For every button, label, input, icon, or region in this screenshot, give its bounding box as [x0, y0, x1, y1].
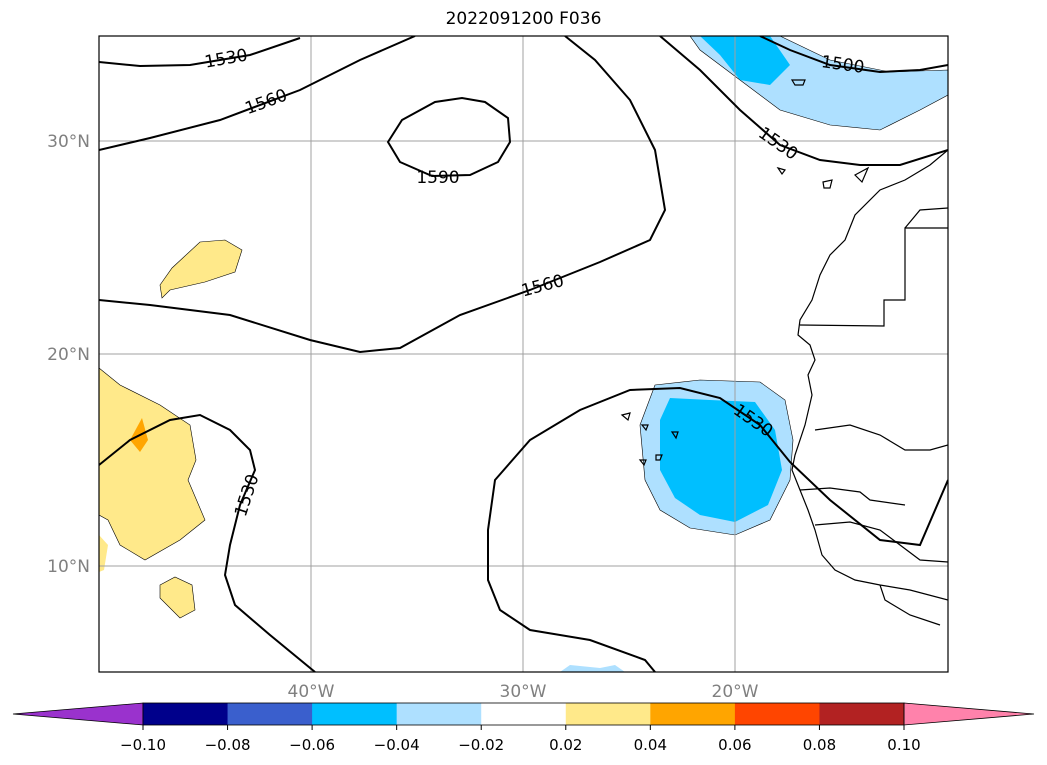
contour-label-1560-nw: 1560: [243, 86, 290, 120]
colorbar-segment: [734, 703, 820, 725]
border-senegal: [799, 487, 906, 506]
shade-yellow-north: [159, 239, 243, 299]
shade-yellow-west-edge: [99, 535, 108, 572]
lat-label-10n: 10°N: [47, 557, 90, 577]
colorbar-tick-label: −0.02: [458, 736, 504, 754]
cape-verde-island-4: [670, 431, 679, 440]
colorbar-frame: [142, 702, 905, 726]
border-mauritania-mali: [814, 424, 948, 451]
colorbar-extend-left: [12, 702, 144, 726]
contour-1530-northwest: [99, 37, 301, 68]
border-guinea: [814, 521, 948, 563]
cape-verde-island-2: [640, 424, 649, 432]
shade-yellow-west: [99, 367, 206, 561]
contour-1560-central: [99, 36, 667, 354]
axis-labels: 30°N 20°N 10°N 40°W 30°W 20°W: [47, 132, 759, 702]
contour-1530-northeast: [659, 36, 948, 166]
coastlines: [620, 79, 948, 626]
colorbar-tick-label: −0.10: [120, 736, 166, 754]
contour-1500-north: [759, 36, 948, 74]
contour-label-1530-ne: 1530: [754, 123, 801, 164]
border-sierra-leone: [879, 584, 941, 626]
colorbar-segment: [396, 703, 482, 725]
border-morocco: [904, 207, 948, 229]
contour-1560-northwest: [99, 36, 416, 151]
map-title: 2022091200 F036: [445, 9, 602, 29]
shade-blue-inner-north: [700, 36, 790, 85]
colorbar-segment: [227, 703, 313, 725]
colorbar-segment: [650, 703, 736, 725]
cape-verde-island-1: [620, 412, 631, 422]
colorbar-segment: [565, 703, 651, 725]
cape-verde-island-3: [655, 454, 663, 461]
shade-yellow-small: [159, 576, 196, 619]
canary-island-2: [822, 179, 833, 189]
colorbar-segment: [819, 703, 905, 725]
colorbar-tick-label: −0.04: [374, 736, 420, 754]
colorbar-tick-label: 0.08: [803, 736, 836, 754]
colorbar-tick-label: −0.08: [205, 736, 251, 754]
map-frame: [98, 35, 949, 673]
contour-label-1530-nw: 1530: [203, 45, 249, 72]
shade-blue-south-edge: [560, 665, 625, 672]
map-area: 1530 1560 1500 1530 1590 1560 1530 1530: [99, 36, 948, 672]
colorbar: −0.10 −0.08 −0.06 −0.04 −0.02 0.02 0.04 0.06 0.0…: [12, 702, 1035, 754]
shade-blue-inner-south: [660, 398, 782, 522]
gridlines: [99, 36, 948, 672]
canary-island-4: [776, 166, 787, 176]
lat-label-20n: 20°N: [47, 345, 90, 365]
colorbar-tick-label: −0.06: [289, 736, 335, 754]
colorbar-segment: [312, 703, 398, 725]
lon-label-20w: 20°W: [712, 682, 759, 702]
cape-verde-island-5: [638, 459, 647, 467]
colorbar-tick-label: 0.06: [718, 736, 751, 754]
colorbar-segment: [143, 703, 229, 725]
contour-label-1560-central: 1560: [519, 271, 566, 302]
contour-lines: [99, 36, 948, 672]
contour-label-1530-west: 1530: [231, 472, 263, 519]
contour-1530-west: [99, 413, 316, 672]
colorbar-segment: [481, 703, 567, 725]
border-western-sahara-mauritania: [799, 227, 948, 327]
shaded-fields: [99, 36, 948, 672]
colorbar-extend-right: [903, 702, 1035, 726]
colorbar-tick-label: 0.04: [634, 736, 667, 754]
lon-label-30w: 30°W: [500, 682, 547, 702]
colorbar-tick-label: 0.10: [887, 736, 920, 754]
canary-island-1: [854, 166, 870, 184]
contour-1530-south: [487, 386, 948, 672]
colorbar-segments: [143, 703, 905, 725]
lon-label-40w: 40°W: [288, 682, 335, 702]
lat-label-30n: 30°N: [47, 132, 90, 152]
contour-label-1590: 1590: [416, 168, 459, 188]
canary-island-3: [790, 79, 806, 86]
contour-1590-closed: [386, 96, 512, 178]
coastline-africa: [791, 149, 948, 601]
colorbar-tick-label: 0.02: [549, 736, 582, 754]
colorbar-ticks: −0.10 −0.08 −0.06 −0.04 −0.02 0.02 0.04 0.06 0.0…: [120, 725, 921, 754]
